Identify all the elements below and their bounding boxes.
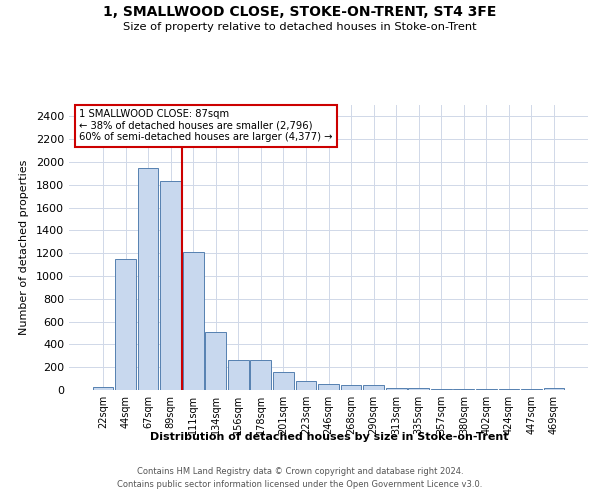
Bar [454,389,474,390]
Text: 1, SMALLWOOD CLOSE, STOKE-ON-TRENT, ST4 3FE: 1, SMALLWOOD CLOSE, STOKE-ON-TRENT, ST4 … [103,5,497,19]
Text: 1 SMALLWOOD CLOSE: 87sqm
← 38% of detached houses are smaller (2,796)
60% of sem: 1 SMALLWOOD CLOSE: 87sqm ← 38% of detach… [79,110,333,142]
Bar [431,389,452,390]
Bar [183,252,203,390]
Text: Contains HM Land Registry data © Crown copyright and database right 2024.: Contains HM Land Registry data © Crown c… [137,467,463,476]
Bar [499,389,520,390]
Bar [160,182,181,390]
Bar [115,259,136,390]
Bar [250,360,271,390]
Text: Distribution of detached houses by size in Stoke-on-Trent: Distribution of detached houses by size … [149,432,508,442]
Bar [205,332,226,390]
Bar [544,388,565,390]
Bar [228,360,248,390]
Bar [476,389,497,390]
Bar [273,372,294,390]
Bar [341,386,361,390]
Text: Size of property relative to detached houses in Stoke-on-Trent: Size of property relative to detached ho… [123,22,477,32]
Bar [92,386,113,390]
Y-axis label: Number of detached properties: Number of detached properties [19,160,29,335]
Bar [296,381,316,390]
Bar [386,388,407,390]
Bar [409,388,429,390]
Bar [363,386,384,390]
Text: Contains public sector information licensed under the Open Government Licence v3: Contains public sector information licen… [118,480,482,489]
Bar [137,168,158,390]
Bar [318,384,339,390]
